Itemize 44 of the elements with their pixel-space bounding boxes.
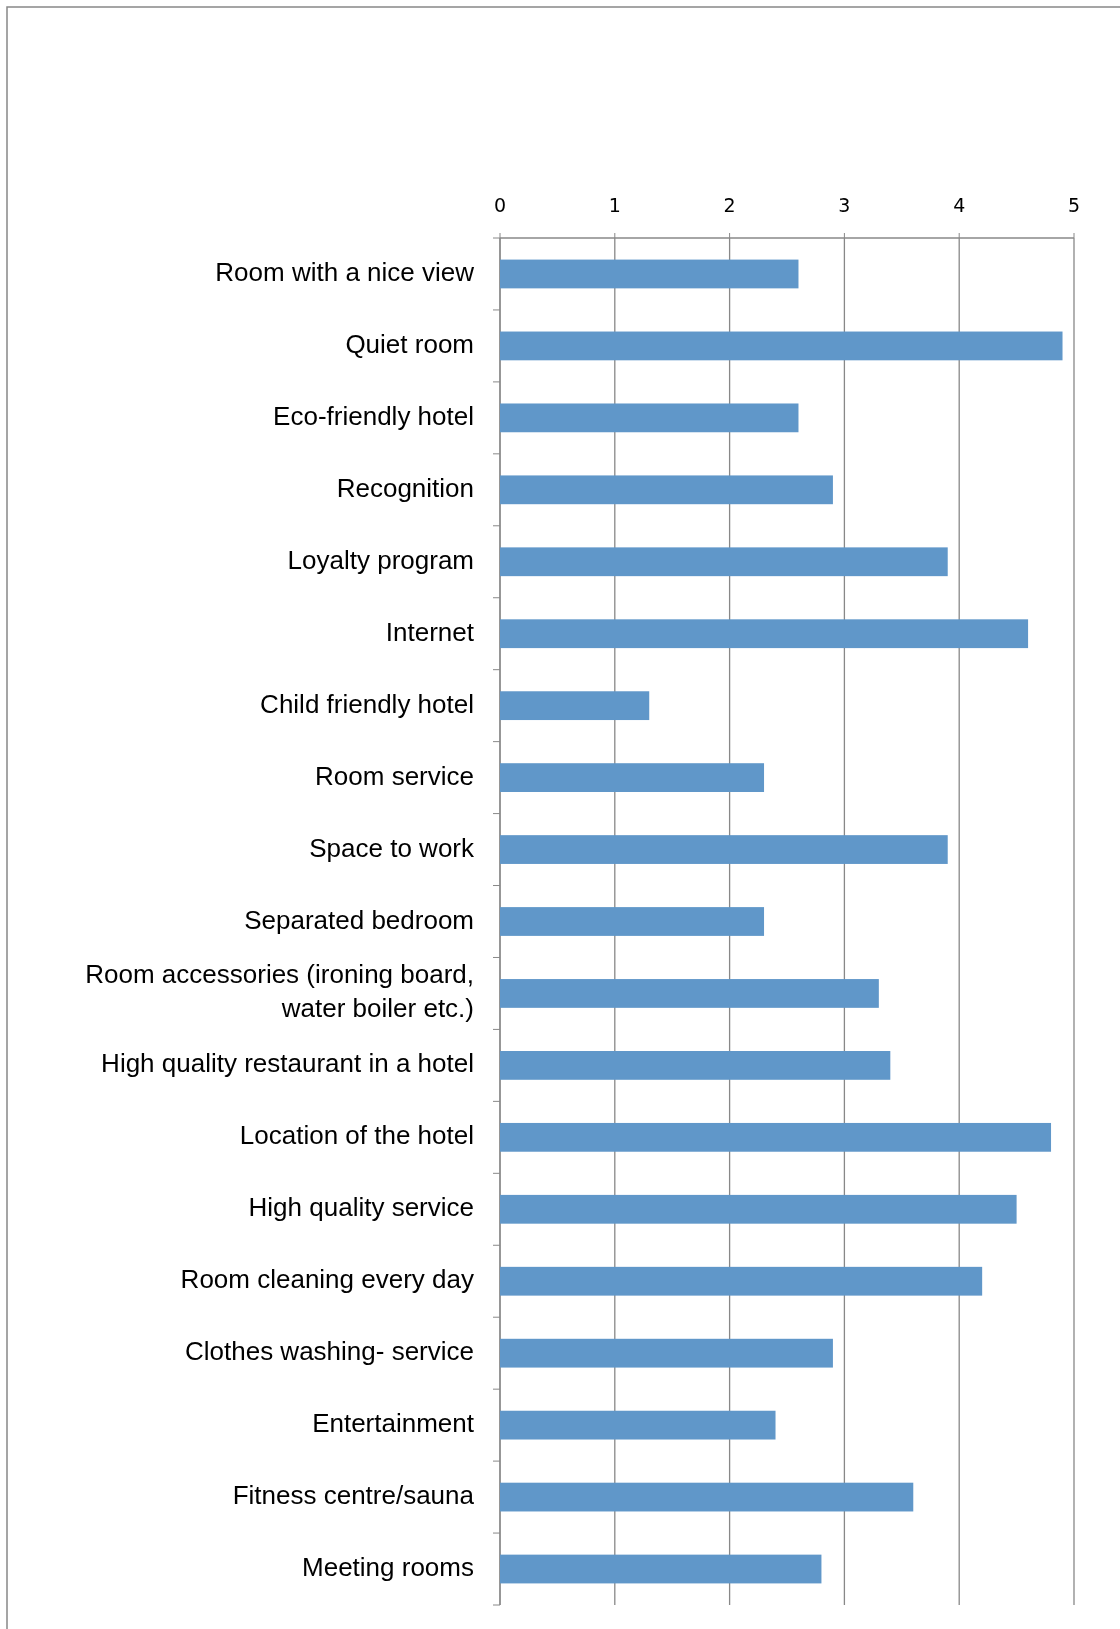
x-tick-label: 5 (1067, 193, 1081, 216)
y-tick-label: Room with a nice view (215, 256, 475, 287)
y-tick-label: Clothes washing- service (184, 1336, 474, 1367)
y-tick-label: High quality service (248, 1192, 474, 1223)
y-tick-label: Room service (315, 760, 474, 791)
bar (500, 835, 948, 864)
y-tick-label: Room cleaning every day (180, 1264, 474, 1295)
y-tick-label: High quality restaurant in a hotel (101, 1048, 474, 1079)
y-tick-label: Separated bedroom (244, 904, 474, 935)
bar (500, 1554, 822, 1584)
y-tick-label: Meeting rooms (302, 1551, 474, 1582)
bar (500, 331, 1063, 361)
bar (500, 475, 833, 505)
bar (500, 1410, 776, 1440)
x-tick-label: 2 (723, 193, 736, 216)
bar (500, 979, 879, 1008)
y-tick-label: Loyalty program (287, 544, 474, 575)
y-tick-label: Quiet room (345, 328, 474, 359)
bar (500, 1266, 983, 1296)
y-tick-label: Room accessories (ironing board, water boiler etc.) (85, 959, 474, 1024)
y-tick-label: Internet (385, 616, 475, 647)
y-tick-label: Fitness centre/sauna (232, 1479, 475, 1510)
bar (500, 547, 948, 577)
y-tick-label: Entertainment (312, 1408, 475, 1439)
y-tick-label: Eco-friendly hotel (273, 400, 474, 431)
y-tick-label: Location of the hotel (239, 1120, 474, 1151)
bar (500, 1051, 891, 1080)
x-tick-label: 4 (953, 193, 966, 216)
bar (500, 1482, 914, 1512)
bar (500, 907, 765, 936)
bar (500, 619, 1029, 649)
bar (500, 691, 650, 721)
bar (500, 403, 799, 433)
y-tick-label: Recognition (336, 472, 474, 503)
x-tick-label: 1 (608, 193, 621, 216)
bar (500, 1194, 1017, 1224)
bar (500, 763, 765, 792)
y-tick-label: Child friendly hotel (260, 688, 474, 719)
x-tick-label: 3 (838, 193, 851, 216)
x-tick-label: 0 (493, 193, 507, 216)
y-tick-label: Space to work (309, 832, 475, 863)
bar (500, 259, 799, 289)
bar (500, 1338, 833, 1368)
bar (500, 1122, 1052, 1152)
